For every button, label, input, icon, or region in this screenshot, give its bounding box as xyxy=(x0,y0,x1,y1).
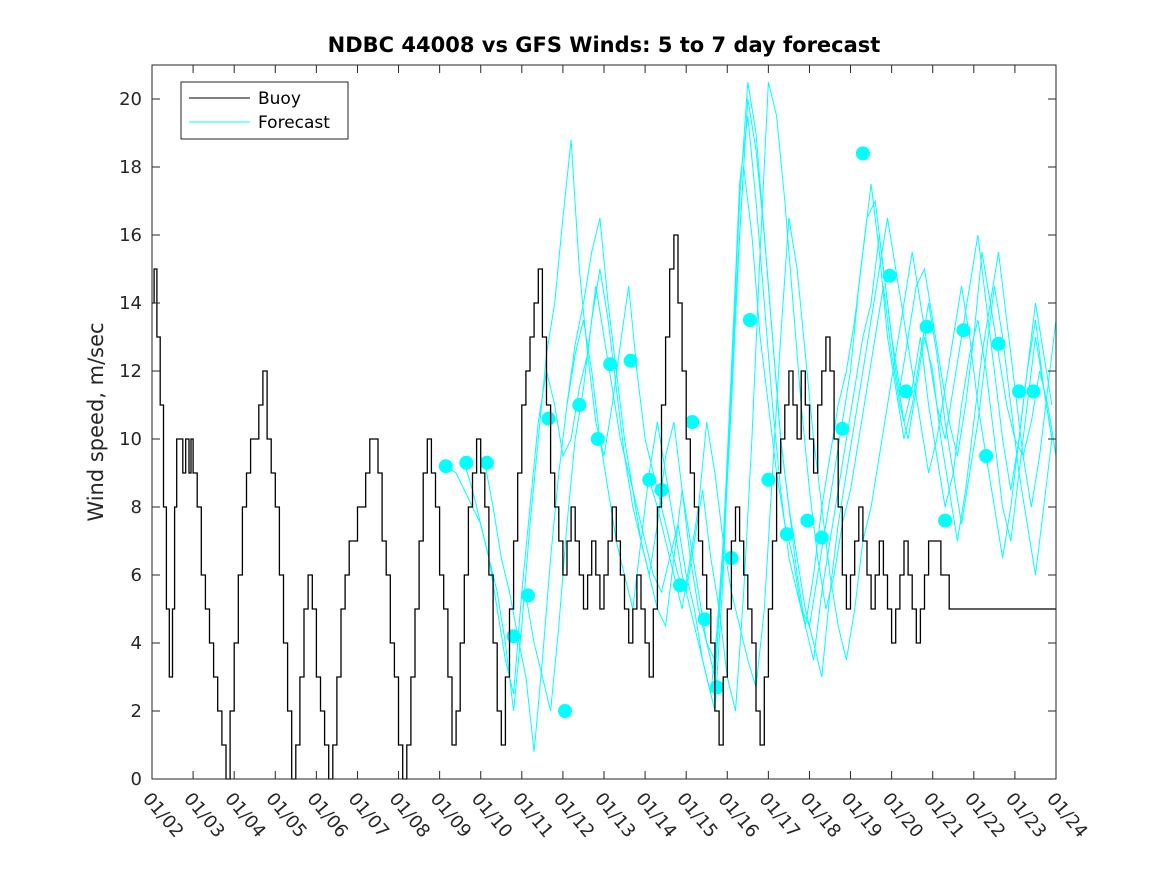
forecast-marker xyxy=(779,527,794,542)
forecast-marker xyxy=(506,629,521,644)
forecast-marker xyxy=(642,472,657,487)
forecast-marker xyxy=(685,415,700,429)
forecast-marker xyxy=(919,319,934,334)
legend-forecast-label: Forecast xyxy=(258,113,330,133)
forecast-marker xyxy=(459,455,474,470)
forecast-marker xyxy=(438,459,453,474)
forecast-marker xyxy=(855,146,870,161)
forecast-marker xyxy=(590,432,605,446)
chart-title: NDBC 44008 vs GFS Winds: 5 to 7 day fore… xyxy=(328,33,881,57)
forecast-marker xyxy=(623,353,638,368)
forecast-marker xyxy=(1012,384,1026,399)
forecast-marker xyxy=(1026,384,1041,399)
forecast-marker xyxy=(814,530,829,545)
y-tick-label: 14 xyxy=(119,293,142,314)
forecast-marker xyxy=(673,578,687,593)
y-tick-label: 20 xyxy=(119,89,142,110)
y-tick-label: 4 xyxy=(131,633,142,654)
forecast-marker xyxy=(979,449,994,463)
forecast-marker xyxy=(956,323,971,338)
buoy-line-group xyxy=(152,234,1056,780)
forecast-marker xyxy=(603,357,618,372)
forecast-marker xyxy=(541,411,556,426)
forecast-marker xyxy=(835,421,850,436)
forecast-marker xyxy=(697,612,712,627)
forecast-marker xyxy=(710,680,724,695)
y-tick-label: 12 xyxy=(119,361,142,382)
axes-background xyxy=(152,65,1056,779)
y-axis-label: Wind speed, m/sec xyxy=(84,322,108,521)
forecast-line-6 xyxy=(648,217,1053,688)
forecast-line-1 xyxy=(445,166,1057,695)
legend-buoy-label: Buoy xyxy=(258,89,301,109)
y-axis-ticks: 0 2 4 6 8 10 12 14 16 18 20 xyxy=(119,89,1056,790)
forecast-marker xyxy=(479,455,494,470)
y-tick-label: 10 xyxy=(119,429,142,450)
forecast-marker xyxy=(991,336,1006,351)
forecast-marker xyxy=(882,268,897,283)
y-tick-label: 8 xyxy=(131,497,142,518)
y-tick-label: 2 xyxy=(131,701,142,722)
plot-area: 01/0201/0301/0401/0501/0601/0701/0801/09… xyxy=(119,64,1092,842)
y-tick-label: 18 xyxy=(119,157,142,178)
forecast-marker xyxy=(899,384,913,399)
forecast-marker xyxy=(800,513,815,528)
forecast-markers xyxy=(438,146,1041,718)
legend-box xyxy=(180,81,349,140)
y-tick-label: 0 xyxy=(131,769,142,790)
legend: Buoy Forecast xyxy=(180,81,349,140)
forecast-marker xyxy=(558,704,572,718)
forecast-marker xyxy=(742,313,757,327)
forecast-marker xyxy=(938,513,953,528)
y-tick-label: 6 xyxy=(131,565,142,586)
forecast-marker xyxy=(521,588,535,603)
forecast-marker xyxy=(572,398,587,412)
y-tick-label: 16 xyxy=(119,225,142,246)
forecast-marker xyxy=(761,472,776,487)
buoy-line xyxy=(152,234,1056,780)
